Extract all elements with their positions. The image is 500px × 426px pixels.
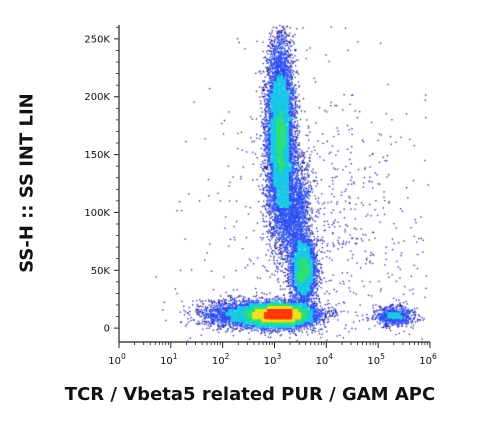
x-tick-label: 105 <box>367 352 385 367</box>
y-axis-title: SS-H :: SS INT LIN <box>16 93 38 273</box>
x-tick-label: 103 <box>264 352 282 367</box>
x-tick-label: 100 <box>108 352 126 367</box>
y-tick-label: 0 <box>104 324 110 335</box>
y-tick-label: 50K <box>91 266 111 277</box>
x-tick-label: 102 <box>212 352 230 367</box>
x-tick-label: 101 <box>160 352 178 367</box>
y-tick-label: 150K <box>84 150 110 161</box>
x-tick-label: 104 <box>316 352 334 367</box>
y-tick-label: 100K <box>84 208 110 219</box>
x-axis-title: TCR / Vbeta5 related PUR / GAM APC <box>64 384 436 405</box>
x-tick-label: 106 <box>419 352 437 367</box>
y-tick-label: 250K <box>84 34 110 45</box>
y-tick-label: 200K <box>84 92 110 103</box>
